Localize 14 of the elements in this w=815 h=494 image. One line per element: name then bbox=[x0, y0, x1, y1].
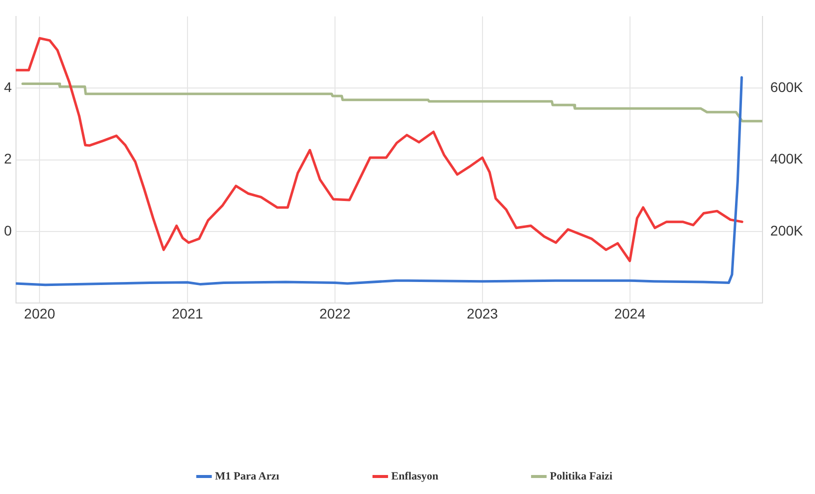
y2-tick-label: 200K bbox=[770, 222, 804, 238]
x-tick-label: 2020 bbox=[24, 305, 56, 322]
x-tick-label: 2021 bbox=[172, 305, 204, 322]
y2-tick-label: 400K bbox=[770, 150, 804, 167]
y-tick-label: 0 bbox=[4, 222, 12, 238]
legend-label: M1 Para Arzı bbox=[215, 470, 280, 482]
x-tick-label: 2023 bbox=[466, 305, 498, 322]
legend-label: Enflasyon bbox=[391, 470, 438, 482]
x-tick-label: 2024 bbox=[614, 305, 646, 322]
x-tick-label: 2022 bbox=[319, 305, 351, 322]
y2-tick-label: 600K bbox=[770, 78, 804, 95]
y-tick-label: 2 bbox=[4, 150, 12, 167]
legend-label: Politika Faizi bbox=[550, 470, 612, 482]
y-tick-label: 4 bbox=[4, 78, 12, 95]
